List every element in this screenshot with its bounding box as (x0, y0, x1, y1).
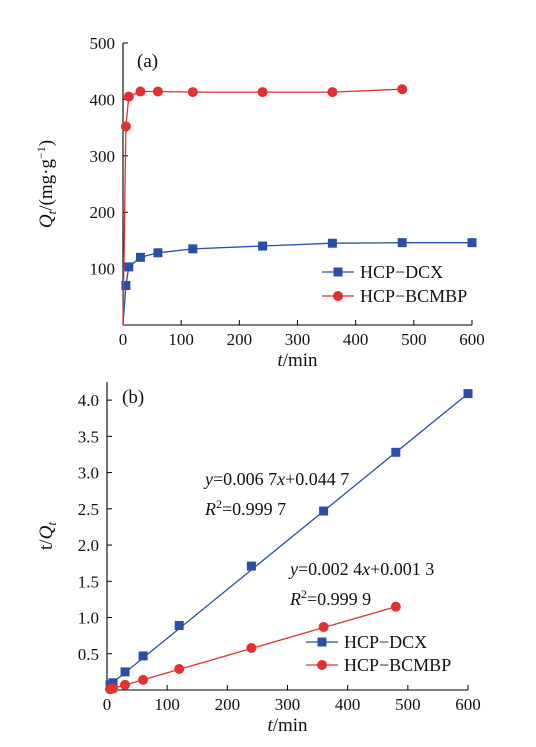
data-point (463, 389, 473, 399)
data-point (467, 238, 477, 248)
x-tick-label: 200 (215, 695, 241, 714)
data-point (120, 667, 130, 677)
y-tick-label: 400 (90, 90, 116, 109)
legend-label: HCP−DCX (344, 632, 427, 652)
y-tick-label: 100 (90, 260, 116, 279)
legend-item: HCP−BCMBP (306, 655, 451, 675)
data-point (246, 642, 257, 653)
legend-label: HCP−BCMBP (344, 655, 451, 675)
legend-item: HCP−DCX (322, 262, 443, 282)
data-point (123, 91, 134, 102)
data-point (257, 87, 268, 98)
y-tick-label: 500 (90, 34, 116, 53)
x-axis-title: t/min (277, 350, 318, 371)
chart-panel-a: 0 100 200 300 400 500 600 100 200 300 400 500 (a) t/m… (34, 34, 485, 371)
x-tick-label: 200 (227, 330, 253, 349)
regression-equation: y=0.006 7x+0.044 7 (203, 469, 349, 489)
data-point (327, 87, 338, 98)
data-point (391, 447, 401, 457)
data-point (120, 121, 131, 132)
data-point (174, 663, 185, 674)
x-tick-label: 100 (154, 695, 180, 714)
y-tick-label: 3.5 (78, 427, 99, 446)
data-point (135, 252, 145, 262)
data-point (124, 262, 134, 272)
y-tick-label: 2.5 (78, 500, 99, 519)
data-point (246, 561, 256, 571)
data-point (108, 678, 118, 688)
x-axis-title: t/min (267, 715, 308, 736)
data-point (397, 84, 408, 95)
x-tick-label: 100 (168, 330, 194, 349)
y-tick-label: 1.0 (78, 609, 99, 628)
series-line (122, 242, 472, 326)
legend-label: HCP−BCMBP (360, 286, 467, 306)
panel-label: (b) (122, 387, 144, 408)
data-point (258, 241, 268, 251)
data-point (135, 86, 146, 97)
series-hcp-bcmbp (120, 84, 408, 326)
legend-item: HCP−DCX (306, 632, 427, 652)
y-axis-title: t/Qt (36, 522, 59, 550)
data-point (318, 621, 329, 632)
data-point (108, 683, 119, 694)
regression-equation: y=0.002 4x+0.001 3 (288, 559, 434, 579)
legend-item: HCP−BCMBP (322, 286, 467, 306)
y-tick-label: 300 (90, 147, 116, 166)
data-point (187, 87, 198, 98)
data-point (319, 506, 329, 516)
legend-marker (333, 267, 343, 277)
y-tick-label: 2.0 (78, 536, 99, 555)
series-hcp-dcx (121, 238, 477, 326)
y-tick-label: 3.0 (78, 464, 99, 483)
x-tick-label: 300 (275, 695, 301, 714)
y-tick-label: 200 (90, 203, 116, 222)
x-tick-label: 400 (335, 695, 361, 714)
y-axis-title: Qt/(mg·g−1) (34, 140, 59, 228)
x-tick-label: 500 (395, 695, 421, 714)
data-point (121, 281, 131, 291)
panel-label: (a) (137, 51, 158, 72)
regression-r2: R2=0.999 7 (204, 497, 286, 519)
data-point (188, 244, 198, 254)
data-point (390, 601, 401, 612)
data-point (138, 674, 149, 685)
data-point (153, 248, 163, 258)
y-tick-label: 0.5 (78, 645, 99, 664)
series-hcp-bcmbp (105, 601, 401, 695)
x-tick-label: 600 (459, 330, 485, 349)
data-point (397, 238, 407, 248)
legend-marker (317, 637, 327, 647)
x-tick-label: 600 (455, 695, 481, 714)
chart-panel-b: 0 100 200 300 400 500 600 0.5 1.0 1.5 2.0 2.5 3.0 3.5… (36, 382, 481, 736)
data-point (120, 679, 131, 690)
y-tick-label: 1.5 (78, 572, 99, 591)
legend-marker (333, 291, 343, 301)
x-tick-label: 500 (401, 330, 427, 349)
data-point (174, 621, 184, 631)
x-tick-label: 400 (343, 330, 369, 349)
data-point (327, 238, 337, 248)
legend-label: HCP−DCX (360, 262, 443, 282)
x-tick-label: 300 (285, 330, 311, 349)
regression-r2: R2=0.999 9 (289, 587, 371, 609)
data-point (138, 651, 148, 661)
x-tick-label: 0 (119, 330, 128, 349)
series-line (109, 393, 469, 686)
y-tick-label: 4.0 (78, 391, 99, 410)
data-point (152, 86, 163, 97)
x-tick-label: 0 (103, 695, 112, 714)
legend-marker (317, 660, 327, 670)
